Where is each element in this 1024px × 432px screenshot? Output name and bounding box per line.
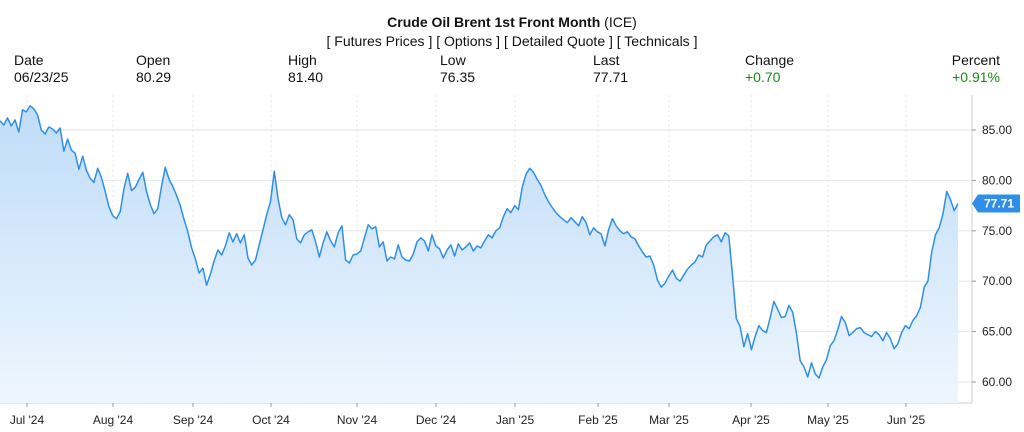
x-tick-label-9: Apr '25 — [732, 413, 770, 427]
x-tick-label-4: Nov '24 — [337, 413, 378, 427]
x-tick-label-7: Feb '25 — [578, 413, 618, 427]
last-price-badge-label: 77.71 — [984, 196, 1014, 210]
exchange-label: (ICE) — [604, 14, 637, 30]
last-price-badge: 77.71 — [972, 194, 1020, 213]
stat-date-value: 06/23/25 — [14, 69, 69, 85]
futures-prices-link[interactable]: [ Futures Prices ] — [326, 33, 433, 49]
x-tick-label-1: Aug '24 — [93, 413, 134, 427]
options-link[interactable]: [ Options ] — [436, 33, 501, 49]
y-tick-label-3: 75.00 — [982, 224, 1012, 238]
price-line — [0, 105, 959, 379]
y-axis: 60.00 65.00 70.00 75.00 80.00 85.00 — [972, 123, 1012, 389]
stat-open-value: 80.29 — [136, 69, 172, 85]
stat-change-value: +0.70 — [745, 69, 781, 85]
chart-title: Crude Oil Brent 1st Front Month (ICE) — [0, 14, 1024, 30]
y-tick-label-4: 80.00 — [982, 173, 1012, 187]
x-tick-label-3: Oct '24 — [252, 413, 290, 427]
quote-links: [ Futures Prices ] [ Options ] [ Detaile… — [0, 33, 1024, 49]
x-tick-label-11: Jun '25 — [887, 413, 926, 427]
instrument-name: Crude Oil Brent 1st Front Month — [387, 14, 601, 30]
x-tick-label-5: Dec '24 — [416, 413, 457, 427]
last-price-badge-shape — [972, 194, 1020, 213]
stat-percent-label: Percent — [951, 52, 1000, 68]
x-tick-label-6: Jan '25 — [496, 413, 535, 427]
stat-low: Low 76.35 — [440, 52, 475, 86]
stat-change: Change +0.70 — [745, 52, 794, 86]
x-tick-label-2: Sep '24 — [173, 413, 214, 427]
stat-last-label: Last — [593, 52, 620, 68]
stat-change-label: Change — [745, 52, 795, 68]
stat-open: Open 80.29 — [136, 52, 171, 86]
stat-percent-value: +0.91% — [952, 69, 1000, 85]
technicals-link[interactable]: [ Technicals ] — [616, 33, 698, 49]
x-tick-label-8: Mar '25 — [649, 413, 689, 427]
y-tick-label-5: 85.00 — [982, 123, 1012, 137]
stat-high-label: High — [288, 52, 317, 68]
stat-low-value: 76.35 — [440, 69, 476, 85]
stat-last-value: 77.71 — [593, 69, 629, 85]
price-series-line — [0, 105, 959, 379]
x-axis: Jul '24 Aug '24 Sep '24 Oct '24 Nov '24 Dec '… — [10, 403, 926, 427]
y-tick-label-1: 65.00 — [982, 325, 1012, 339]
price-area — [0, 105, 958, 404]
y-tick-label-2: 70.00 — [982, 274, 1012, 288]
stat-high-value: 81.40 — [288, 69, 324, 85]
stat-percent: Percent +0.91% — [952, 52, 1000, 86]
y-tick-label-0: 60.00 — [982, 375, 1012, 389]
x-tick-label-0: Jul '24 — [10, 413, 45, 427]
stat-date-label: Date — [14, 52, 44, 68]
detailed-quote-link[interactable]: [ Detailed Quote ] — [503, 33, 613, 49]
area-fill — [0, 105, 958, 404]
stat-low-label: Low — [440, 52, 466, 68]
stat-last: Last 77.71 — [593, 52, 628, 86]
x-tick-label-10: May '25 — [807, 413, 849, 427]
stat-high: High 81.40 — [288, 52, 323, 86]
stat-date: Date 06/23/25 — [14, 52, 69, 86]
stat-open-label: Open — [136, 52, 171, 68]
